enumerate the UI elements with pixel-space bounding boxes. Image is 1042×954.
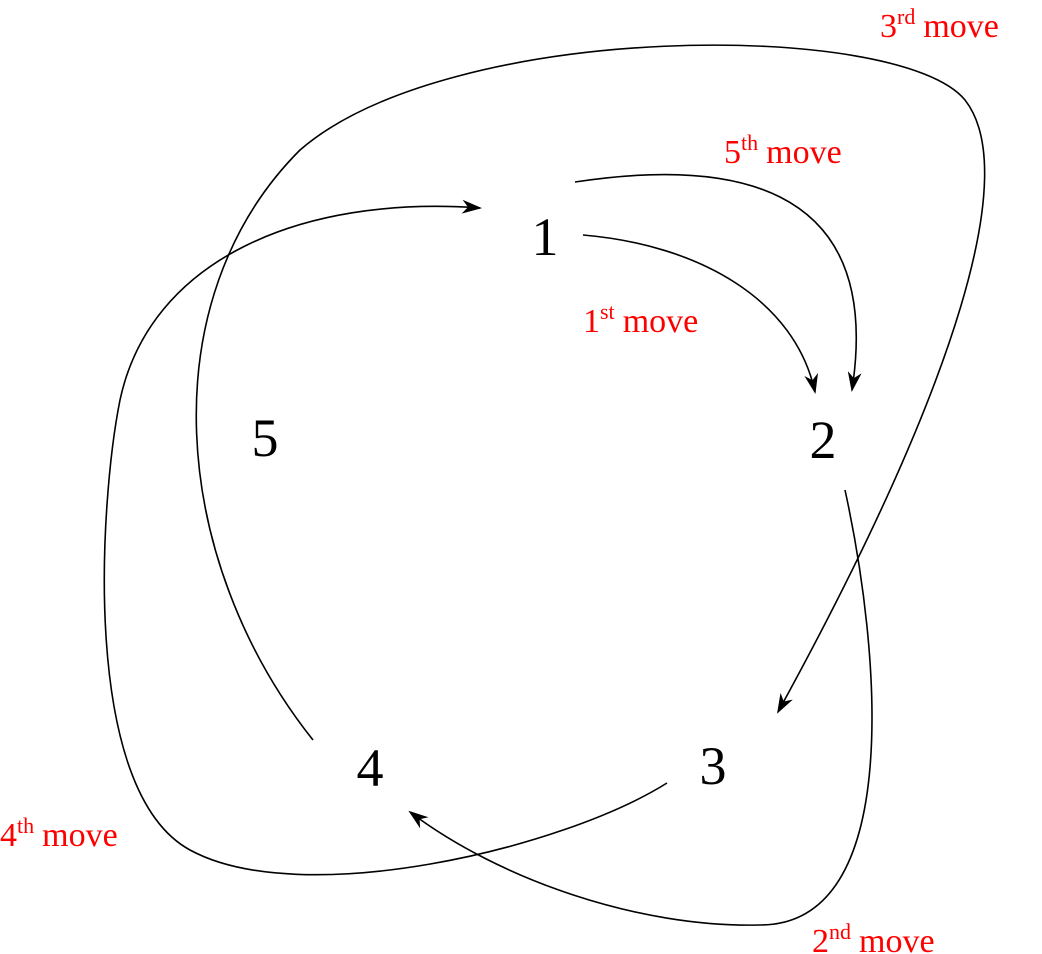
move-text: move <box>766 134 842 171</box>
move-number: 5 <box>724 134 741 171</box>
move-label: 1st move <box>583 299 698 340</box>
move-suffix: nd <box>829 919 851 944</box>
move-text: move <box>42 817 118 854</box>
move-label: 4th move <box>0 813 118 854</box>
edge-2nd-move <box>408 489 873 926</box>
move-text: move <box>923 8 999 45</box>
move-number: 2 <box>812 923 829 954</box>
move-suffix: th <box>17 813 34 838</box>
move-suffix: rd <box>897 4 915 29</box>
move-suffix: st <box>600 299 615 324</box>
edge-3rd-move <box>195 44 986 741</box>
move-label: 5th move <box>724 130 842 171</box>
move-label: 3rd move <box>880 4 999 45</box>
move-label: 2nd move <box>812 919 935 954</box>
node-label: 5 <box>252 408 279 468</box>
move-number: 1 <box>583 303 600 340</box>
node-label: 4 <box>357 738 384 798</box>
move-number: 3 <box>880 8 897 45</box>
move-number: 4 <box>0 817 17 854</box>
node-label: 2 <box>810 410 837 470</box>
move-text: move <box>859 923 935 954</box>
edge-1st-move <box>582 234 819 394</box>
node-label: 3 <box>700 736 727 796</box>
move-text: move <box>623 303 699 340</box>
move-suffix: th <box>741 130 758 155</box>
node-label: 1 <box>532 207 559 267</box>
edge-4th-move <box>103 199 668 876</box>
edge-5th-move <box>574 173 862 392</box>
